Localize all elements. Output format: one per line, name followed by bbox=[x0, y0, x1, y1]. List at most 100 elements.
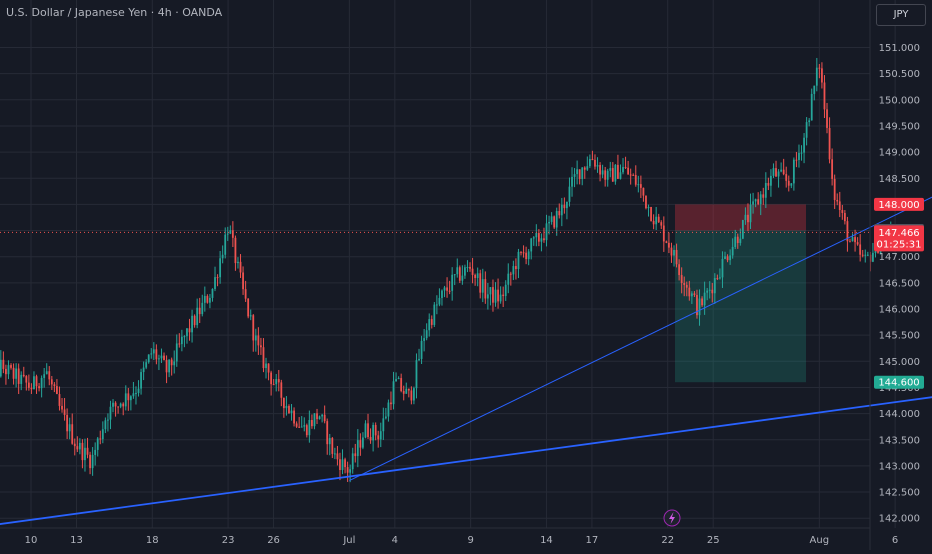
candle-body bbox=[221, 254, 224, 259]
candle-body bbox=[823, 82, 826, 110]
candle-body bbox=[693, 293, 696, 295]
candle-body bbox=[591, 158, 594, 160]
candle-body bbox=[632, 174, 635, 176]
candle-body bbox=[726, 256, 729, 261]
candle-body bbox=[466, 266, 469, 268]
candle-body bbox=[813, 85, 816, 94]
candle-body bbox=[78, 442, 81, 450]
candle-body bbox=[193, 315, 196, 326]
candle-body bbox=[708, 289, 711, 291]
candle-body bbox=[114, 402, 117, 407]
candle-body bbox=[441, 290, 443, 298]
candle-body bbox=[84, 447, 86, 461]
x-tick-label: 9 bbox=[467, 535, 473, 546]
candle-body bbox=[757, 199, 760, 205]
candle-body bbox=[502, 294, 505, 297]
symbol-title: U.S. Dollar / Japanese Yen · 4h · OANDA bbox=[6, 6, 223, 19]
candle-body bbox=[545, 223, 548, 241]
candle-body bbox=[872, 252, 874, 262]
candle-body bbox=[318, 416, 321, 420]
candle-body bbox=[308, 419, 311, 436]
candle-body bbox=[316, 413, 318, 420]
candle-body bbox=[680, 275, 683, 284]
candle-body bbox=[290, 410, 293, 414]
candle-body bbox=[815, 67, 818, 86]
candle-body bbox=[548, 221, 550, 224]
candle-body bbox=[395, 379, 397, 382]
candle-body bbox=[800, 152, 803, 154]
candle-body bbox=[770, 175, 772, 186]
candle-body bbox=[571, 176, 573, 187]
y-tick-label: 149.500 bbox=[879, 121, 920, 132]
candle-body bbox=[520, 251, 522, 253]
candle-body bbox=[535, 233, 538, 238]
candle-body bbox=[349, 469, 352, 473]
candle-body bbox=[22, 374, 25, 377]
candle-body bbox=[706, 290, 709, 293]
y-tick-label: 142.500 bbox=[879, 488, 920, 499]
stop-loss-zone[interactable] bbox=[675, 204, 806, 231]
x-tick-label: 4 bbox=[392, 535, 398, 546]
candle-body bbox=[525, 252, 528, 260]
candle-body bbox=[91, 454, 94, 469]
candle-body bbox=[611, 168, 614, 182]
candle-body bbox=[48, 371, 51, 380]
candle-body bbox=[846, 221, 849, 242]
candle-body bbox=[507, 273, 510, 285]
candle-body bbox=[178, 343, 181, 345]
candle-body bbox=[492, 287, 494, 303]
candle-body bbox=[731, 246, 734, 256]
candle-body bbox=[481, 279, 484, 293]
candle-body bbox=[400, 378, 403, 392]
candle-body bbox=[229, 230, 232, 234]
candle-body bbox=[428, 319, 431, 331]
candle-body bbox=[678, 264, 681, 276]
candle-body bbox=[101, 429, 104, 440]
candle-body bbox=[741, 220, 744, 239]
candle-body bbox=[660, 222, 663, 226]
candle-body bbox=[698, 298, 701, 316]
candle-body bbox=[522, 252, 525, 254]
candle-body bbox=[61, 405, 63, 410]
candle-body bbox=[550, 216, 553, 222]
candle-body bbox=[402, 391, 405, 394]
y-tick-label: 146.000 bbox=[879, 305, 920, 316]
take-profit-zone[interactable] bbox=[675, 230, 806, 383]
candle-body bbox=[272, 384, 275, 386]
candle-body bbox=[864, 254, 867, 256]
candle-body bbox=[785, 174, 788, 181]
candle-body bbox=[719, 277, 721, 279]
lower-trendline[interactable] bbox=[0, 369, 932, 526]
svg-text:148.000: 148.000 bbox=[878, 200, 919, 211]
candle-body bbox=[145, 362, 148, 368]
candle-body bbox=[244, 289, 247, 299]
candle-body bbox=[670, 247, 673, 256]
candle-body bbox=[711, 289, 714, 294]
currency-button[interactable]: JPY bbox=[876, 4, 926, 26]
candle-body bbox=[736, 236, 739, 244]
candle-body bbox=[619, 172, 622, 179]
candle-body bbox=[703, 292, 706, 306]
trendlines[interactable] bbox=[0, 97, 932, 527]
candle-body bbox=[89, 454, 91, 469]
candle-body bbox=[303, 425, 306, 427]
candle-body bbox=[499, 294, 502, 302]
candle-body bbox=[30, 387, 33, 390]
stop-price-label: 148.000 bbox=[874, 197, 924, 211]
candle-body bbox=[127, 393, 130, 401]
candle-body bbox=[7, 365, 10, 375]
candle-body bbox=[234, 237, 237, 264]
candle-body bbox=[453, 274, 456, 276]
rising-trendline[interactable] bbox=[349, 97, 932, 481]
candle-body bbox=[356, 440, 359, 457]
candle-body bbox=[63, 409, 66, 415]
candle-body bbox=[354, 453, 357, 457]
candle-body bbox=[594, 159, 596, 167]
lightning-icon[interactable] bbox=[663, 509, 681, 527]
candle-body bbox=[288, 405, 290, 414]
candle-body bbox=[637, 184, 640, 186]
x-tick-label: 22 bbox=[661, 535, 674, 546]
